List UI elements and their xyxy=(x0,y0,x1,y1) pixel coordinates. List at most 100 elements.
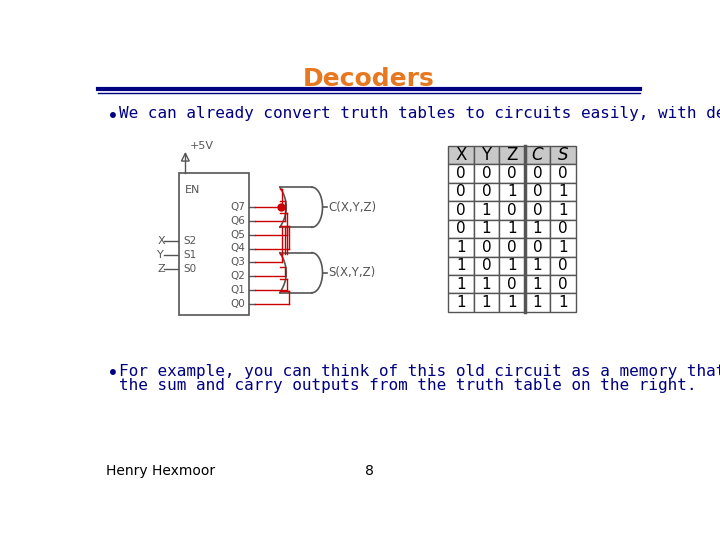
Bar xyxy=(525,275,550,293)
Bar xyxy=(550,294,576,312)
Bar xyxy=(474,220,499,238)
Bar xyxy=(448,201,474,220)
Bar xyxy=(448,164,474,183)
Text: 1: 1 xyxy=(507,258,517,273)
Text: S0: S0 xyxy=(183,265,196,274)
Text: 0: 0 xyxy=(533,166,542,181)
Text: 1: 1 xyxy=(456,295,466,310)
Bar xyxy=(474,146,499,164)
Text: 0: 0 xyxy=(558,276,568,292)
Text: Y: Y xyxy=(158,250,164,260)
Bar xyxy=(499,201,525,220)
Bar xyxy=(550,201,576,220)
Text: EN: EN xyxy=(185,185,201,194)
Bar xyxy=(474,256,499,275)
Bar xyxy=(474,238,499,256)
Text: 1: 1 xyxy=(533,295,542,310)
Text: •: • xyxy=(107,363,119,382)
Text: 0: 0 xyxy=(558,221,568,237)
Text: •: • xyxy=(107,107,119,126)
Bar xyxy=(448,220,474,238)
Text: 1: 1 xyxy=(507,295,517,310)
Bar xyxy=(448,294,474,312)
Bar xyxy=(550,238,576,256)
Text: 0: 0 xyxy=(558,258,568,273)
Text: 0: 0 xyxy=(456,221,466,237)
Text: C(X,Y,Z): C(X,Y,Z) xyxy=(329,201,377,214)
Text: Henry Hexmoor: Henry Hexmoor xyxy=(106,464,215,478)
Bar xyxy=(499,164,525,183)
Bar xyxy=(499,220,525,238)
Bar xyxy=(474,275,499,293)
Text: the sum and carry outputs from the truth table on the right.: the sum and carry outputs from the truth… xyxy=(120,378,697,393)
Bar xyxy=(499,238,525,256)
Text: 0: 0 xyxy=(507,276,517,292)
Text: 1: 1 xyxy=(507,221,517,237)
Text: +5V: +5V xyxy=(190,140,214,151)
Bar xyxy=(499,183,525,201)
Bar xyxy=(525,146,550,164)
Bar xyxy=(525,164,550,183)
Text: 0: 0 xyxy=(507,240,517,255)
Bar xyxy=(525,238,550,256)
Bar xyxy=(525,294,550,312)
Bar xyxy=(525,201,550,220)
Text: 1: 1 xyxy=(558,184,568,199)
Text: 1: 1 xyxy=(558,240,568,255)
Bar xyxy=(474,294,499,312)
Text: X: X xyxy=(158,236,165,246)
Bar xyxy=(448,183,474,201)
Text: 1: 1 xyxy=(533,258,542,273)
Text: For example, you can think of this old circuit as a memory that “stores”: For example, you can think of this old c… xyxy=(120,363,720,379)
Text: 0: 0 xyxy=(482,184,491,199)
Bar xyxy=(550,146,576,164)
Text: 0: 0 xyxy=(533,184,542,199)
Text: 0: 0 xyxy=(558,166,568,181)
Text: Z: Z xyxy=(158,265,165,274)
Bar xyxy=(448,238,474,256)
Text: 0: 0 xyxy=(482,166,491,181)
Bar xyxy=(525,183,550,201)
Text: Q1: Q1 xyxy=(230,285,245,295)
Text: S1: S1 xyxy=(183,250,197,260)
Text: 0: 0 xyxy=(456,166,466,181)
Bar xyxy=(499,256,525,275)
Text: C: C xyxy=(532,146,544,164)
Text: 1: 1 xyxy=(482,295,491,310)
Text: 1: 1 xyxy=(482,203,491,218)
Text: 1: 1 xyxy=(456,258,466,273)
Bar xyxy=(448,146,474,164)
Text: S(X,Y,Z): S(X,Y,Z) xyxy=(329,266,376,279)
Bar xyxy=(499,275,525,293)
Text: Q6: Q6 xyxy=(230,216,245,226)
Text: Q5: Q5 xyxy=(230,230,245,240)
Text: 0: 0 xyxy=(482,240,491,255)
Text: We can already convert truth tables to circuits easily, with decoders.: We can already convert truth tables to c… xyxy=(120,106,720,122)
Bar xyxy=(525,220,550,238)
Text: 1: 1 xyxy=(558,295,568,310)
Text: Q3: Q3 xyxy=(230,257,245,267)
Bar xyxy=(474,201,499,220)
Bar xyxy=(550,256,576,275)
Text: 1: 1 xyxy=(533,221,542,237)
Text: 1: 1 xyxy=(482,276,491,292)
Bar xyxy=(448,256,474,275)
Bar xyxy=(474,164,499,183)
Bar xyxy=(474,183,499,201)
Text: Z: Z xyxy=(506,146,518,164)
Text: 0: 0 xyxy=(533,240,542,255)
Bar xyxy=(179,173,249,315)
Text: 1: 1 xyxy=(456,276,466,292)
Bar xyxy=(550,183,576,201)
Text: Decoders: Decoders xyxy=(303,66,435,91)
Text: Q7: Q7 xyxy=(230,202,245,212)
Text: Q2: Q2 xyxy=(230,271,245,281)
Text: 0: 0 xyxy=(533,203,542,218)
Text: 0: 0 xyxy=(482,258,491,273)
Bar xyxy=(448,275,474,293)
Text: 0: 0 xyxy=(456,184,466,199)
Text: S2: S2 xyxy=(183,236,197,246)
Bar xyxy=(499,146,525,164)
Text: 1: 1 xyxy=(482,221,491,237)
Text: 1: 1 xyxy=(456,240,466,255)
